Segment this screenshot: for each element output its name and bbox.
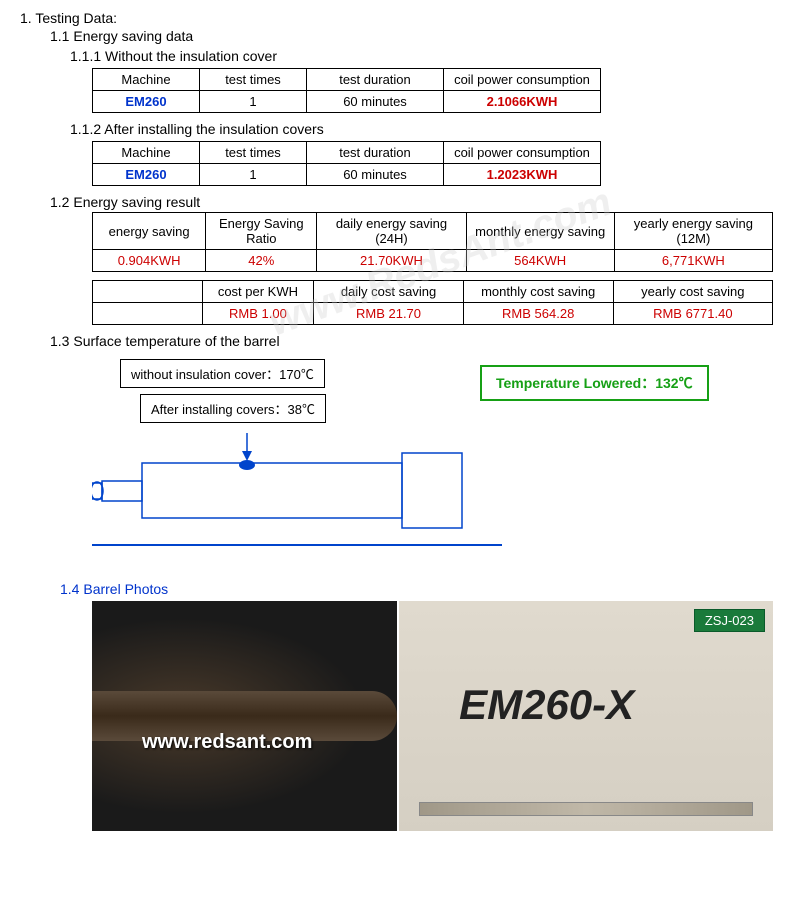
heading-1-1: 1.1 Energy saving data xyxy=(50,28,773,44)
table-cell: 564KWH xyxy=(466,250,614,272)
table-header: Machine xyxy=(93,142,200,164)
table-header: test duration xyxy=(307,69,444,91)
table-header: test duration xyxy=(307,142,444,164)
temp-lowered-box: Temperature Lowered：132℃ xyxy=(480,365,709,401)
heading-1-4: 1.4 Barrel Photos xyxy=(60,581,773,597)
barrel-photo-1: www.redsant.com xyxy=(92,601,397,831)
table-cell: 21.70KWH xyxy=(317,250,466,272)
table-header: energy saving xyxy=(93,213,206,250)
table-header-row: cost per KWH daily cost saving monthly c… xyxy=(93,281,773,303)
barrel-svg xyxy=(92,433,532,563)
table-header: daily cost saving xyxy=(314,281,463,303)
table-header: yearly cost saving xyxy=(613,281,772,303)
table-cell: RMB 1.00 xyxy=(202,303,314,325)
power-cell: 2.1066KWH xyxy=(444,91,601,113)
barrel-photo-2: ZSJ-023 EM260-X xyxy=(399,601,773,831)
table-cost-result: cost per KWH daily cost saving monthly c… xyxy=(92,280,773,325)
heading-1-1-2: 1.1.2 After installing the insulation co… xyxy=(70,121,773,137)
table-data-row: EM260 1 60 minutes 1.2023KWH xyxy=(93,164,601,186)
table-without-cover: Machine test times test duration coil po… xyxy=(92,68,601,113)
photo-row: www.redsant.com ZSJ-023 EM260-X xyxy=(92,601,773,831)
table-header: coil power consumption xyxy=(444,142,601,164)
table-cell: 42% xyxy=(206,250,317,272)
table-data-row: 0.904KWH 42% 21.70KWH 564KWH 6,771KWH xyxy=(93,250,773,272)
watermark-photo: www.redsant.com xyxy=(142,731,312,754)
table-header: yearly energy saving (12M) xyxy=(614,213,772,250)
power-cell: 1.2023KWH xyxy=(444,164,601,186)
table-header: Machine xyxy=(93,69,200,91)
table-cell: 0.904KWH xyxy=(93,250,206,272)
heading-1-3: 1.3 Surface temperature of the barrel xyxy=(50,333,773,349)
machine-cell: EM260 xyxy=(93,164,200,186)
table-cell xyxy=(93,303,203,325)
heading-1-1-1: 1.1.1 Without the insulation cover xyxy=(70,48,773,64)
table-cell: 1 xyxy=(200,91,307,113)
heading-1-2: 1.2 Energy saving result xyxy=(50,194,773,210)
table-after-cover: Machine test times test duration coil po… xyxy=(92,141,601,186)
table-header-row: energy saving Energy Saving Ratio daily … xyxy=(93,213,773,250)
heading-1: 1. Testing Data: xyxy=(20,10,773,26)
table-cell: RMB 6771.40 xyxy=(613,303,772,325)
barrel-diagram xyxy=(92,433,773,563)
table-cell: 60 minutes xyxy=(307,91,444,113)
table-header: Energy Saving Ratio xyxy=(206,213,317,250)
table-header: monthly cost saving xyxy=(463,281,613,303)
table-cell: 60 minutes xyxy=(307,164,444,186)
temp-without-box: without insulation cover：170℃ xyxy=(120,359,325,388)
table-header: coil power consumption xyxy=(444,69,601,91)
machine-badge: ZSJ-023 xyxy=(694,609,765,632)
table-data-row: RMB 1.00 RMB 21.70 RMB 564.28 RMB 6771.4… xyxy=(93,303,773,325)
table-data-row: EM260 1 60 minutes 2.1066KWH xyxy=(93,91,601,113)
table-header: monthly energy saving xyxy=(466,213,614,250)
table-energy-result: energy saving Energy Saving Ratio daily … xyxy=(92,212,773,272)
machine-model-label: EM260-X xyxy=(459,681,634,729)
temp-after-box: After installing covers：38℃ xyxy=(140,394,326,423)
table-header: cost per KWH xyxy=(202,281,314,303)
table-header: daily energy saving (24H) xyxy=(317,213,466,250)
table-header: test times xyxy=(200,69,307,91)
table-header: test times xyxy=(200,142,307,164)
table-cell: RMB 21.70 xyxy=(314,303,463,325)
table-cell: 6,771KWH xyxy=(614,250,772,272)
table-cell: 1 xyxy=(200,164,307,186)
table-header xyxy=(93,281,203,303)
table-header-row: Machine test times test duration coil po… xyxy=(93,69,601,91)
machine-cell: EM260 xyxy=(93,91,200,113)
table-cell: RMB 564.28 xyxy=(463,303,613,325)
table-header-row: Machine test times test duration coil po… xyxy=(93,142,601,164)
